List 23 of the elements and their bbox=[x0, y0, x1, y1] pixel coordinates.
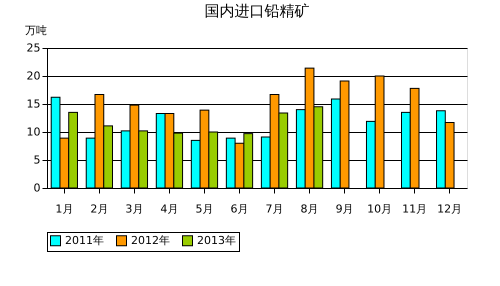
x-tick-label: 2月 bbox=[90, 202, 108, 216]
legend-label: 2012年 bbox=[131, 234, 170, 247]
x-tick-label: 3月 bbox=[125, 202, 144, 216]
y-tick-label: 5 bbox=[34, 154, 40, 166]
y-tick-label: 25 bbox=[26, 42, 40, 54]
x-tick-label: 1月 bbox=[55, 202, 74, 216]
y-tick-label: 15 bbox=[26, 98, 40, 110]
legend-label: 2013年 bbox=[197, 234, 236, 247]
legend-label: 2011年 bbox=[65, 234, 104, 247]
y-axis-title: 万吨 bbox=[25, 24, 47, 37]
x-tick-label: 6月 bbox=[230, 202, 248, 216]
y-tick-label: 20 bbox=[26, 70, 40, 82]
y-tick-label: 0 bbox=[34, 182, 40, 194]
x-tick-label: 9月 bbox=[336, 202, 354, 216]
chart-title: 国内进口铅精矿 bbox=[204, 2, 310, 20]
x-tick-label: 12月 bbox=[437, 202, 462, 216]
x-tick-label: 8月 bbox=[300, 202, 319, 216]
x-tick-label: 4月 bbox=[160, 202, 178, 216]
x-tick-label: 5月 bbox=[195, 202, 214, 216]
x-tick-label: 7月 bbox=[266, 202, 284, 216]
y-tick-label: 10 bbox=[26, 126, 40, 138]
x-tick-label: 10月 bbox=[367, 202, 392, 216]
x-tick-label: 11月 bbox=[402, 202, 428, 216]
